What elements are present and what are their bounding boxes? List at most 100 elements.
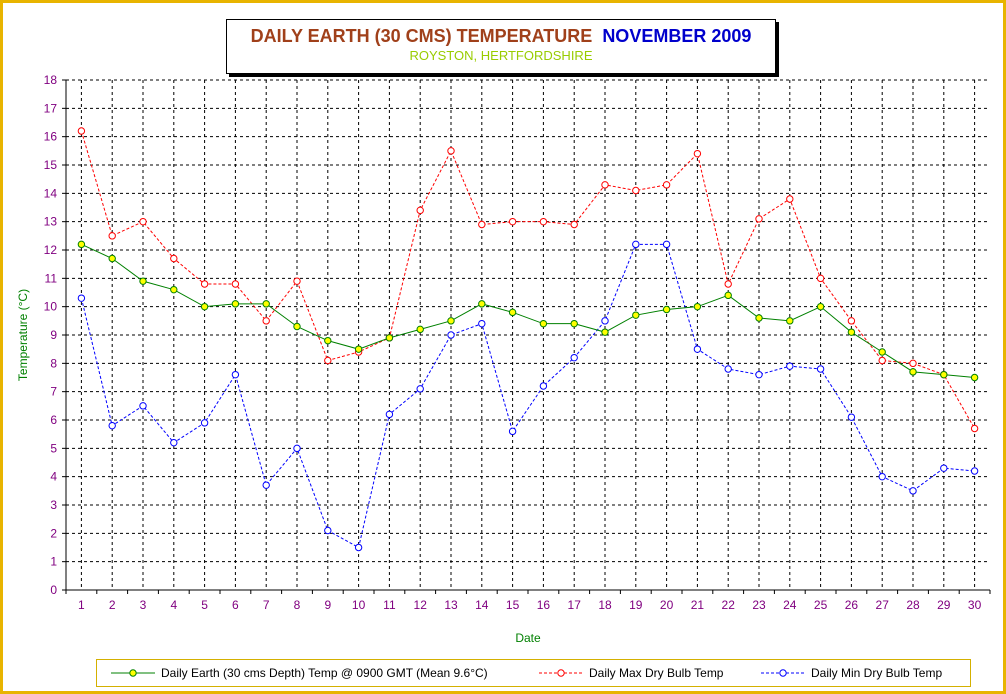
series-0-point — [139, 277, 147, 285]
series-1-point — [231, 280, 240, 288]
series-0-point — [662, 305, 671, 314]
legend-item-max: Daily Max Dry Bulb Temp — [539, 660, 723, 686]
series-0-point — [200, 302, 209, 311]
y-tick-label: 3 — [50, 498, 57, 512]
x-tick-label: 5 — [201, 598, 208, 612]
series-2-point — [786, 362, 794, 370]
series-2-point — [816, 365, 825, 373]
y-axis-title: Temperature (°C) — [16, 289, 30, 381]
series-1-point — [909, 359, 917, 368]
chart-title-month: NOVEMBER 2009 — [602, 26, 752, 46]
series-2-point — [632, 240, 640, 249]
series-2-point — [231, 370, 240, 379]
y-tick-label: 12 — [44, 243, 58, 257]
series-2-point — [508, 427, 517, 436]
series-1-point — [508, 217, 517, 226]
y-tick-label: 15 — [44, 158, 58, 172]
series-0-point — [170, 285, 178, 294]
y-tick-label: 1 — [50, 555, 57, 569]
series-0-point — [231, 300, 240, 308]
series-0-point — [878, 348, 886, 356]
x-tick-label: 8 — [294, 598, 301, 612]
series-1-point — [293, 277, 301, 285]
series-2-point — [385, 410, 394, 419]
series-1-point — [570, 220, 578, 229]
y-tick-label: 2 — [50, 526, 57, 540]
series-0-point — [447, 317, 455, 325]
series-0-point — [416, 325, 424, 334]
series-1-point — [478, 220, 486, 229]
series-1-point — [662, 181, 671, 189]
x-tick-label: 18 — [598, 598, 612, 612]
y-tick-label: 13 — [44, 215, 58, 229]
series-2-point — [570, 353, 578, 362]
x-tick-label: 24 — [783, 598, 797, 612]
series-2-point — [108, 421, 116, 430]
series-1-point — [200, 280, 209, 288]
series-0-point — [539, 319, 548, 328]
series-0-point — [77, 240, 86, 249]
series-1-point — [539, 217, 548, 226]
series-2-point — [847, 413, 856, 421]
y-tick-label: 14 — [44, 186, 58, 200]
x-tick-label: 21 — [691, 598, 705, 612]
series-0-point — [385, 334, 394, 342]
x-tick-label: 13 — [444, 598, 458, 612]
x-tick-label: 2 — [109, 598, 116, 612]
legend: Daily Earth (30 cms Depth) Temp @ 0900 G… — [96, 659, 971, 687]
series-1-point — [632, 186, 640, 195]
series-line-0 — [81, 243, 975, 378]
series-2-point — [724, 365, 732, 373]
series-1-point — [324, 356, 332, 365]
chart-subtitle: ROYSTON, HERTFORDSHIRE — [409, 48, 593, 63]
series-0-point — [940, 370, 948, 379]
series-0-point — [354, 345, 363, 353]
y-tick-label: 10 — [44, 300, 58, 314]
x-tick-label: 14 — [475, 598, 489, 612]
series-1-point — [170, 254, 178, 263]
x-tick-label: 22 — [722, 598, 736, 612]
series-0-point — [755, 314, 763, 322]
x-tick-label: 7 — [263, 598, 270, 612]
series-line-2 — [80, 243, 975, 549]
series-0-point — [786, 317, 794, 325]
series-2-point — [262, 481, 270, 489]
series-0-point — [508, 308, 517, 317]
chart-title: DAILY EARTH (30 CMS) TEMPERATURE — [250, 26, 593, 46]
series-1-point — [816, 274, 825, 283]
x-tick-label: 6 — [232, 598, 239, 612]
series-line-1 — [80, 130, 976, 429]
series-1-point — [416, 206, 424, 215]
series-2-point — [77, 294, 86, 302]
series-1-point — [139, 217, 147, 226]
x-tick-label: 23 — [752, 598, 766, 612]
x-tick-label: 28 — [906, 598, 920, 612]
x-tick-label: 20 — [660, 598, 674, 612]
series-2-point — [416, 385, 424, 393]
y-tick-label: 4 — [50, 470, 57, 484]
x-tick-label: 12 — [414, 598, 428, 612]
series-0-point — [693, 302, 702, 311]
series-1-point — [108, 232, 116, 240]
legend-swatch-earth — [111, 669, 155, 677]
series-2-point — [940, 464, 948, 472]
series-2-point — [601, 317, 609, 325]
y-tick-label: 6 — [50, 413, 57, 427]
legend-swatch-max — [539, 669, 583, 677]
x-tick-label: 9 — [324, 598, 331, 612]
series-2-point — [293, 444, 301, 453]
series-0-point — [262, 300, 270, 308]
series-1-point — [693, 149, 702, 158]
series-1-point — [447, 147, 455, 155]
y-tick-label: 17 — [44, 101, 58, 115]
legend-label-min: Daily Min Dry Bulb Temp — [811, 666, 943, 680]
series-0-point — [847, 328, 856, 336]
x-axis-title: Date — [515, 631, 541, 645]
series-1-point — [262, 317, 270, 325]
series-2-point — [478, 319, 486, 328]
series-0-point — [570, 319, 578, 328]
series-2-point — [662, 240, 671, 249]
x-tick-label: 10 — [352, 598, 366, 612]
series-2-point — [170, 438, 178, 447]
series-2-point — [139, 402, 147, 410]
